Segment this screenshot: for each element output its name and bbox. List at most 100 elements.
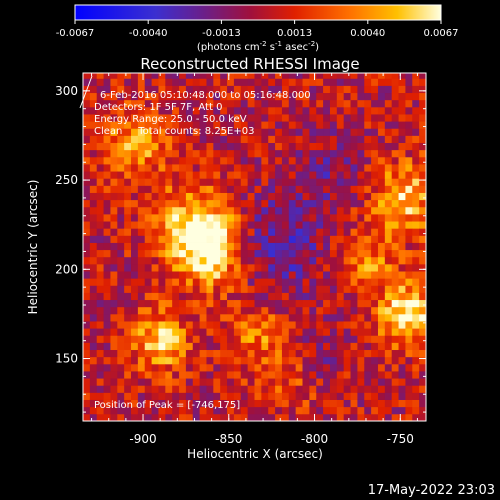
heatmap-cell xyxy=(83,128,91,136)
heatmap-cell xyxy=(316,313,324,322)
heatmap-cell xyxy=(405,78,413,86)
heatmap-cell xyxy=(158,342,166,351)
heatmap-cell xyxy=(323,128,331,136)
heatmap-cell xyxy=(199,242,207,251)
heatmap-cell xyxy=(419,292,426,301)
heatmap-cell xyxy=(405,92,413,101)
heatmap-cell xyxy=(323,121,331,129)
heatmap-cell xyxy=(357,128,365,136)
heatmap-cell xyxy=(110,235,118,243)
heatmap-cell xyxy=(350,306,358,315)
heatmap-cell xyxy=(268,299,276,308)
heatmap-cell xyxy=(206,142,214,151)
heatmap-cell xyxy=(288,342,297,351)
heatmap-cell xyxy=(165,306,173,315)
y-axis-label: Heliocentric Y (arcsec) xyxy=(26,180,40,315)
heatmap-cell xyxy=(288,306,297,315)
heatmap-cell xyxy=(412,392,420,400)
heatmap-cell xyxy=(371,192,379,201)
heatmap-cell xyxy=(391,256,399,265)
heatmap-cell xyxy=(110,321,118,329)
heatmap-cell xyxy=(288,206,297,215)
heatmap-cell xyxy=(192,242,201,251)
heatmap-cell xyxy=(343,256,351,265)
heatmap-cell xyxy=(343,185,351,193)
heatmap-cell xyxy=(398,149,406,158)
heatmap-cell xyxy=(83,285,91,293)
heatmap-cell xyxy=(398,164,406,172)
heatmap-cell xyxy=(391,78,399,86)
heatmap-cell xyxy=(377,192,386,201)
heatmap-cell xyxy=(391,378,399,386)
heatmap-cell xyxy=(316,73,324,79)
heatmap-cell xyxy=(288,356,297,365)
heatmap-cell xyxy=(158,78,166,86)
heatmap-cell xyxy=(336,73,345,79)
heatmap-cell xyxy=(103,149,111,158)
heatmap-cell xyxy=(83,149,91,158)
heatmap-cell xyxy=(192,313,201,322)
heatmap-cell xyxy=(281,399,290,408)
heatmap-cell xyxy=(233,99,242,108)
heatmap-cell xyxy=(192,171,201,179)
heatmap-cell xyxy=(192,121,201,129)
heatmap-cell xyxy=(199,199,207,208)
heatmap-cell xyxy=(419,249,426,258)
heatmap-cell xyxy=(364,313,372,322)
heatmap-cell xyxy=(83,378,91,386)
heatmap-cell xyxy=(323,142,331,151)
heatmap-cell xyxy=(124,121,132,129)
heatmap-cell xyxy=(110,399,118,408)
heatmap-cell xyxy=(309,128,317,136)
heatmap-cell xyxy=(254,413,262,421)
heatmap-cell xyxy=(377,164,386,172)
heatmap-cell xyxy=(281,249,290,258)
heatmap-cell xyxy=(336,335,345,343)
heatmap-cell xyxy=(343,106,351,115)
heatmap-cell xyxy=(199,135,207,143)
heatmap-cell xyxy=(151,313,159,322)
heatmap-cell xyxy=(179,256,187,265)
heatmap-cell xyxy=(391,185,399,193)
heatmap-cell xyxy=(144,249,152,258)
heatmap-cell xyxy=(364,121,372,129)
x-tick-label: -850 xyxy=(215,432,242,446)
heatmap-cell xyxy=(206,378,214,386)
heatmap-cell xyxy=(185,235,194,243)
heatmap-cell xyxy=(131,114,139,122)
heatmap-cell xyxy=(295,135,303,143)
heatmap-cell xyxy=(247,206,255,215)
heatmap-cell xyxy=(391,228,399,236)
heatmap-cell xyxy=(371,106,379,115)
heatmap-cell xyxy=(103,164,111,172)
heatmap-cell xyxy=(165,313,173,322)
heatmap-cell xyxy=(137,242,146,251)
heatmap-cell xyxy=(329,271,338,279)
heatmap-cell xyxy=(288,278,297,286)
heatmap-cell xyxy=(220,278,228,286)
heatmap-cell xyxy=(419,328,426,336)
heatmap-cell xyxy=(89,299,98,308)
heatmap-cell xyxy=(83,356,91,365)
heatmap-cell xyxy=(213,206,221,215)
heatmap-cell xyxy=(384,121,393,129)
heatmap-cell xyxy=(144,392,152,400)
heatmap-cell xyxy=(343,399,351,408)
heatmap-cell xyxy=(199,106,207,115)
heatmap-cell xyxy=(247,349,255,358)
heatmap-cell xyxy=(384,413,393,421)
heatmap-cell xyxy=(172,221,180,229)
heatmap-cell xyxy=(89,228,98,236)
heatmap-cell xyxy=(302,235,310,243)
time-range-text: 6-Feb-2016 05:10:48.000 to 05:16:48.000 xyxy=(100,90,311,101)
heatmap-cell xyxy=(371,285,379,293)
heatmap-cell xyxy=(254,378,262,386)
heatmap-cell xyxy=(103,399,111,408)
heatmap-cell xyxy=(227,313,235,322)
heatmap-cell xyxy=(213,342,221,351)
heatmap-cell xyxy=(151,242,159,251)
heatmap-cell xyxy=(151,213,159,222)
heatmap-cell xyxy=(254,263,262,272)
heatmap-cell xyxy=(377,171,386,179)
heatmap-cell xyxy=(371,263,379,272)
